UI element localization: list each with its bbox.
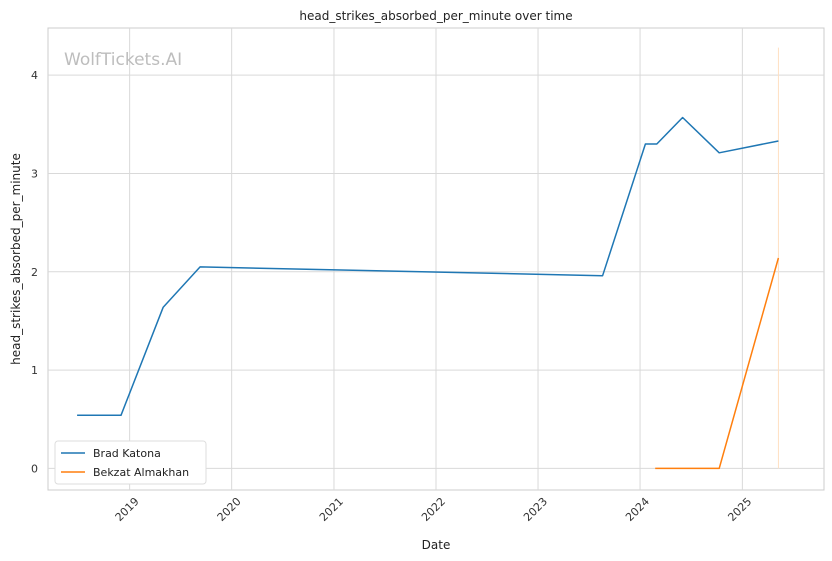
x-tick-label: 2024 [623, 495, 652, 524]
y-tick-label: 2 [31, 266, 38, 279]
series-line-bekzat-almakhan [655, 257, 780, 470]
y-tick-label: 4 [31, 69, 38, 82]
watermark: WolfTickets.AI [64, 50, 182, 70]
series-layer [77, 116, 780, 470]
x-tick-label: 2023 [521, 495, 550, 524]
x-tick-label: 2025 [725, 495, 754, 524]
y-axis-ticks: 0 1 2 3 4 [31, 69, 38, 475]
legend-label-bekzat-almakhan: Bekzat Almakhan [93, 466, 189, 479]
legend: Brad Katona Bekzat Almakhan [54, 440, 207, 485]
x-tick-label: 2022 [419, 495, 448, 524]
legend-label-brad-katona: Brad Katona [93, 447, 161, 460]
legend-box [54, 440, 207, 485]
y-axis-label: head_strikes_absorbed_per_minute [9, 153, 23, 365]
x-axis-label: Date [422, 538, 451, 552]
y-tick-label: 1 [31, 364, 38, 377]
chart-title: head_strikes_absorbed_per_minute over ti… [299, 9, 572, 23]
y-tick-label: 0 [31, 462, 38, 475]
series-line-brad-katona [77, 116, 779, 417]
x-tick-label: 2021 [317, 495, 346, 524]
x-tick-label: 2020 [215, 495, 244, 524]
y-tick-label: 3 [31, 167, 38, 180]
x-axis-ticks: 2019 2020 2021 2022 2023 2024 2025 [113, 495, 755, 524]
x-tick-label: 2019 [113, 495, 142, 524]
